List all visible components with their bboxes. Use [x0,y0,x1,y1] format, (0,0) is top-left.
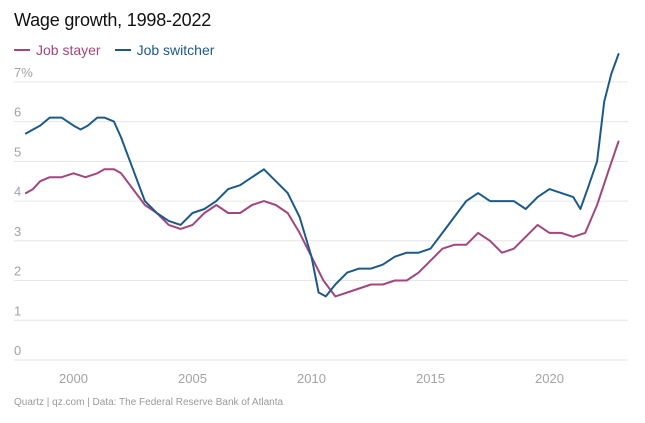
legend-label-job-stayer: Job stayer [36,42,101,58]
series-line-job-stayer [24,140,620,298]
legend-item-job-stayer: Job stayer [14,42,101,58]
y-tick-label-7: 7% [14,65,33,80]
y-tick-label-4: 4 [14,184,21,199]
x-tick-label-2005: 2005 [178,371,207,386]
source-note: Quartz | qz.com | Data: The Federal Rese… [14,397,284,408]
legend-swatch-job-switcher [114,49,131,51]
x-tick-label-2015: 2015 [416,371,445,386]
legend: Job stayer Job switcher [14,42,214,58]
chart-title: Wage growth, 1998-2022 [14,10,212,30]
y-tick-label-5: 5 [14,144,21,159]
legend-swatch-job-stayer [14,49,30,51]
y-tick-label-2: 2 [14,264,21,279]
y-tick-label-6: 6 [14,105,21,120]
x-tick-label-2010: 2010 [297,371,326,386]
y-tick-label-1: 1 [14,303,21,318]
x-tick-label-2020: 2020 [535,371,564,386]
y-tick-label-3: 3 [14,224,21,239]
y-tick-label-0: 0 [14,343,21,358]
legend-label-job-switcher: Job switcher [136,42,215,58]
legend-item-job-switcher: Job switcher [114,42,215,58]
x-tick-label-2000: 2000 [59,371,88,386]
series-line-job-switcher [24,53,620,298]
